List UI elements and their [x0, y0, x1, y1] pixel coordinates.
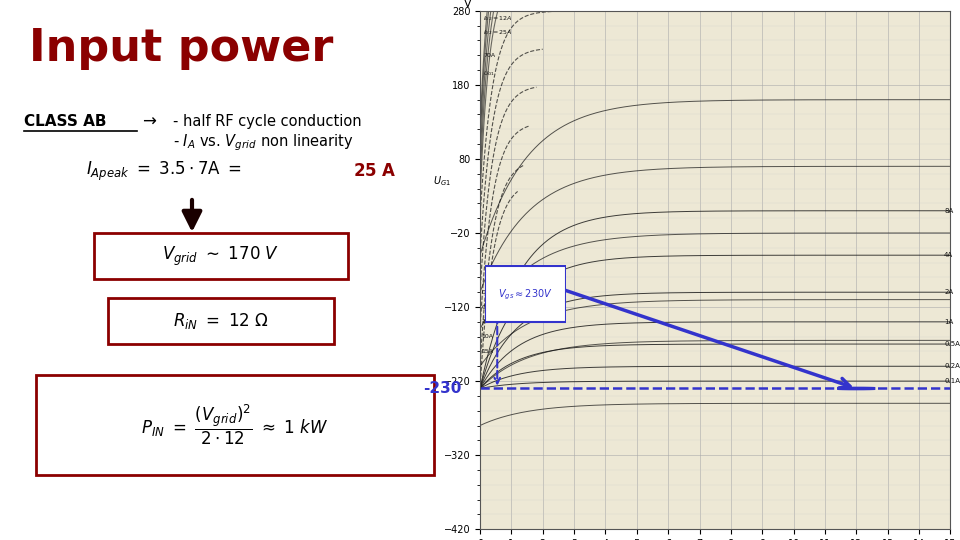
Text: $I_{G2}=25A$: $I_{G2}=25A$ [483, 29, 513, 37]
Text: $V_{gs}\approx 230V$: $V_{gs}\approx 230V$ [498, 287, 553, 301]
Text: $P_{IN}\ =\ \dfrac{(V_{grid})^2}{2\cdot 12}\ \approx\ 1\ kW$: $P_{IN}\ =\ \dfrac{(V_{grid})^2}{2\cdot … [141, 403, 329, 447]
Text: - $I_A$ vs. $V_{grid}$ non linearity: - $I_A$ vs. $V_{grid}$ non linearity [173, 133, 353, 153]
FancyBboxPatch shape [108, 298, 334, 344]
FancyBboxPatch shape [36, 375, 434, 475]
Text: 1.5A: 1.5A [482, 319, 495, 325]
Text: →: → [142, 112, 156, 131]
Text: 1A: 1A [944, 319, 953, 325]
Text: 0: 0 [482, 290, 486, 295]
Text: 0.5A: 0.5A [944, 341, 960, 347]
Text: 10A: 10A [482, 334, 493, 339]
Text: 70A: 70A [483, 53, 495, 58]
Text: - half RF cycle conduction: - half RF cycle conduction [173, 114, 361, 129]
Text: 0.1A: 0.1A [944, 378, 960, 384]
Text: $\mathbf{25\ A}$: $\mathbf{25\ A}$ [353, 162, 396, 180]
Text: $U_{G1}$: $U_{G1}$ [483, 69, 495, 78]
Text: $V_{grid}\ \sim\ 170\ V$: $V_{grid}\ \sim\ 170\ V$ [162, 245, 279, 267]
Text: $R_{iN}\ =\ 12\ \Omega$: $R_{iN}\ =\ 12\ \Omega$ [173, 310, 269, 331]
Text: $U_{G1}$: $U_{G1}$ [433, 174, 451, 188]
FancyBboxPatch shape [485, 266, 566, 322]
FancyBboxPatch shape [94, 233, 348, 279]
Text: 8A: 8A [944, 208, 953, 214]
Text: 4A: 4A [944, 252, 953, 258]
Text: -230: -230 [422, 381, 461, 396]
Text: 15A: 15A [482, 349, 493, 354]
Text: $I_{G2}=12A$: $I_{G2}=12A$ [483, 14, 513, 23]
Text: 0.5A: 0.5A [482, 305, 495, 309]
Text: 2A: 2A [944, 289, 953, 295]
Text: Input power: Input power [29, 27, 333, 70]
Text: V: V [464, 0, 471, 9]
Text: 0.2A: 0.2A [944, 363, 960, 369]
Text: CLASS AB: CLASS AB [24, 114, 107, 129]
Text: $I_{Apeak}\ =\ 3.5\cdot 7\mathrm{A}\ =\ $: $I_{Apeak}\ =\ 3.5\cdot 7\mathrm{A}\ =\ … [86, 160, 242, 183]
